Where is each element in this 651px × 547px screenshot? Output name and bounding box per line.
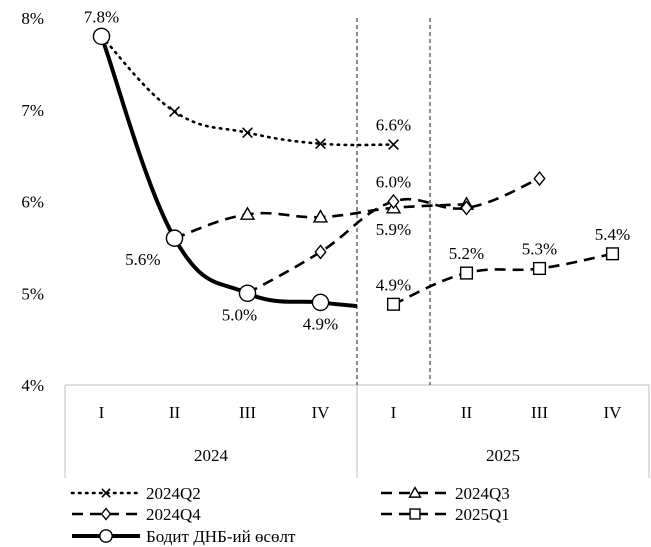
data-point — [311, 293, 330, 312]
data-label: 7.8% — [84, 7, 119, 26]
category-label: I — [391, 403, 397, 422]
data-point — [386, 297, 401, 311]
y-tick-label: 4% — [21, 376, 44, 395]
data-point — [314, 244, 327, 260]
legend-marker — [408, 486, 422, 498]
legend-label: 2024Q2 — [146, 484, 201, 503]
legend-label: 2024Q4 — [146, 505, 201, 524]
data-point — [238, 284, 257, 303]
legend-marker — [409, 508, 421, 520]
legend-marker — [99, 529, 113, 543]
series-line-4 — [392, 252, 613, 306]
category-label: III — [239, 403, 256, 422]
category-label: IV — [604, 403, 623, 422]
data-point — [532, 261, 547, 276]
data-point — [92, 27, 111, 46]
category-label: II — [461, 403, 473, 422]
legend-label: 2024Q3 — [455, 484, 510, 503]
y-tick-label: 6% — [21, 193, 44, 212]
legend-marker — [100, 507, 112, 521]
data-label: 4.9% — [303, 314, 338, 333]
y-tick-label: 7% — [21, 101, 44, 120]
legend-label: Бодит ДНБ-ий өсөлт — [146, 527, 296, 546]
data-point — [605, 247, 620, 261]
data-point — [388, 139, 399, 151]
data-point — [169, 106, 180, 118]
category-label: III — [531, 403, 548, 422]
data-label: 5.0% — [222, 305, 257, 324]
category-label: II — [169, 403, 181, 422]
data-point — [533, 170, 546, 187]
category-label: I — [99, 403, 105, 422]
data-label: 5.3% — [522, 239, 557, 258]
forecast-window-lines — [356, 18, 431, 385]
data-label: 6.0% — [376, 173, 411, 192]
group-label: 2025 — [486, 446, 520, 465]
data-label: 5.4% — [595, 225, 630, 244]
data-point — [315, 138, 326, 150]
group-label: 2024 — [194, 446, 229, 465]
legend: 2024Q2 2024Q3 2024Q4 2025Q1 Бодит ДНБ-ий өсө… — [70, 484, 510, 546]
data-labels: 7.8% 5.6% 5.0% 4.9% 6.6% 6.0% 5.9% 4.9% 5.2% 5.3%… — [84, 7, 630, 333]
data-label: 5.9% — [376, 220, 411, 239]
data-label: 5.6% — [125, 250, 160, 269]
y-tick-label: 8% — [21, 9, 44, 28]
y-tick-label: 5% — [21, 284, 44, 303]
data-label: 4.9% — [376, 275, 411, 294]
series-markers — [92, 27, 620, 312]
data-point — [239, 206, 256, 220]
data-point — [312, 209, 329, 223]
series-line-1 — [100, 35, 395, 147]
y-axis-labels: 4% 5% 6% 7% 8% — [21, 9, 44, 395]
data-point — [242, 127, 253, 139]
category-label: IV — [312, 403, 331, 422]
legend-marker — [101, 488, 111, 498]
data-point — [460, 200, 473, 216]
data-label: 6.6% — [376, 116, 411, 135]
data-label: 5.2% — [449, 244, 484, 263]
data-point — [459, 266, 474, 280]
data-point — [387, 193, 400, 210]
data-point — [165, 229, 184, 247]
legend-label: 2025Q1 — [455, 505, 510, 524]
